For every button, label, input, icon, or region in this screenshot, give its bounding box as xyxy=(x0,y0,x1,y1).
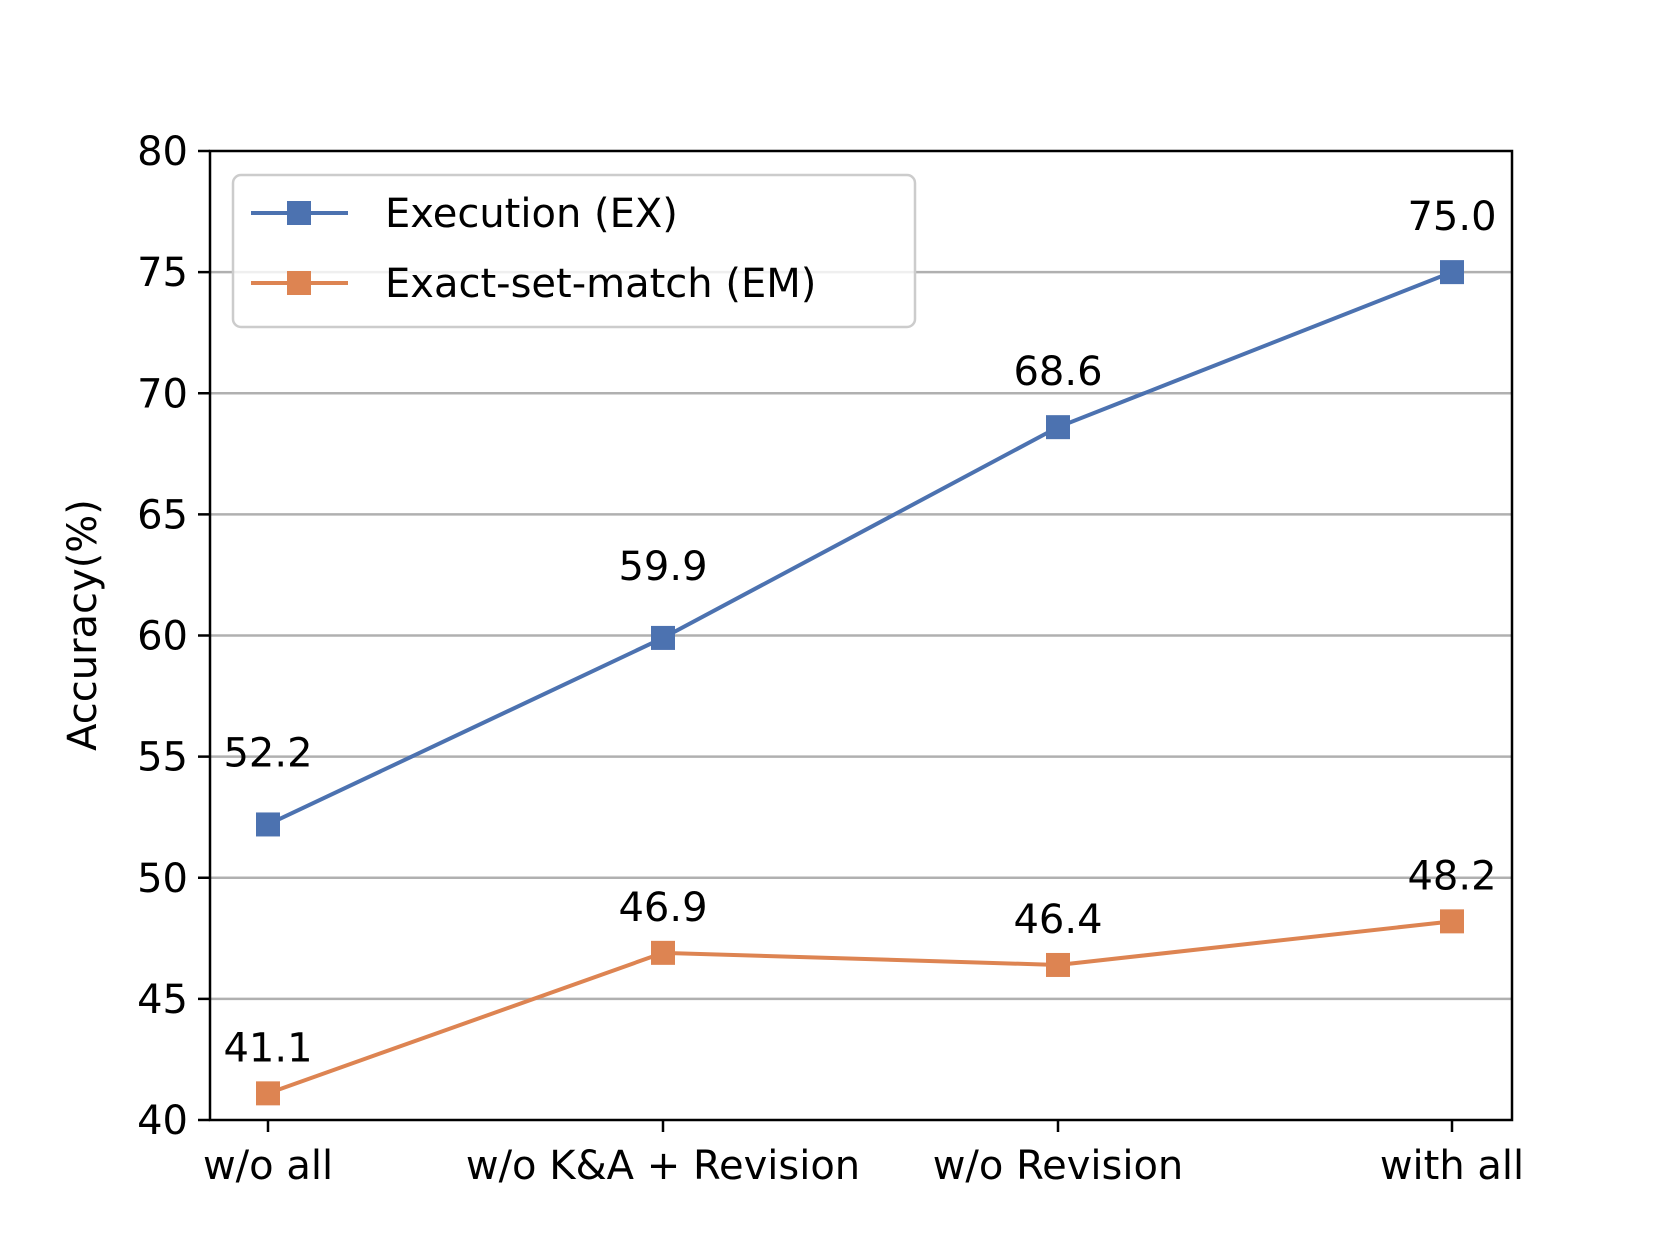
x-tick-label-1: w/o K&A + Revision xyxy=(466,1143,860,1189)
y-tick-label-60: 60 xyxy=(137,614,188,660)
axes: 40 45 50 55 60 65 70 75 80 w/o all w/o K&A + Revis… xyxy=(137,129,1524,1189)
series-markers xyxy=(256,260,1464,1106)
legend: Execution (EX) Exact-set-match (EM) xyxy=(231,173,917,329)
series-lines xyxy=(267,270,1453,1096)
series-line-0 xyxy=(267,270,1453,827)
series-1-label-3: 48.2 xyxy=(1407,853,1496,899)
y-tick-label-75: 75 xyxy=(137,250,188,296)
series-line-1 xyxy=(267,919,1453,1096)
y-tick-label-45: 45 xyxy=(137,977,188,1023)
y-tick-label-50: 50 xyxy=(137,856,188,902)
series-1-point-1 xyxy=(651,940,675,965)
x-tick-label-3: with all xyxy=(1380,1143,1524,1189)
series-1-label-1: 46.9 xyxy=(618,885,707,931)
legend-label-1: Exact-set-match (EM) xyxy=(385,261,816,307)
x-tick-label-2: w/o Revision xyxy=(933,1143,1184,1189)
series-1-point-3 xyxy=(1440,909,1464,934)
y-tick-label-70: 70 xyxy=(137,371,188,417)
series-0-label-1: 59.9 xyxy=(618,544,707,590)
series-0-point-0 xyxy=(256,812,280,837)
y-tick-label-65: 65 xyxy=(137,492,188,538)
y-tick-label-40: 40 xyxy=(137,1098,188,1144)
legend-marker-1 xyxy=(287,271,311,295)
legend-marker-0 xyxy=(287,201,311,225)
y-axis-label: Accuracy(%) xyxy=(60,499,106,751)
series-0-point-2 xyxy=(1046,415,1070,440)
series-1-label-2: 46.4 xyxy=(1013,897,1102,943)
series-1-label-0: 41.1 xyxy=(223,1025,312,1071)
legend-label-0: Execution (EX) xyxy=(385,191,678,237)
series-0-label-2: 68.6 xyxy=(1013,349,1102,395)
series-1-point-2 xyxy=(1046,952,1070,977)
series-0-point-3 xyxy=(1440,260,1464,285)
legend-box xyxy=(231,173,917,329)
series-0-label-3: 75.0 xyxy=(1407,194,1496,240)
series-0-label-0: 52.2 xyxy=(223,730,312,776)
data-labels: 52.2 59.9 68.6 75.0 41.1 46.9 46.4 48.2 xyxy=(223,194,1496,1071)
series-1-point-0 xyxy=(256,1081,280,1106)
y-tick-label-80: 80 xyxy=(137,129,188,175)
gridlines xyxy=(210,270,1512,1001)
x-tick-label-0: w/o all xyxy=(203,1143,333,1189)
y-tick-label-55: 55 xyxy=(137,735,188,781)
series-0-point-1 xyxy=(651,625,675,650)
